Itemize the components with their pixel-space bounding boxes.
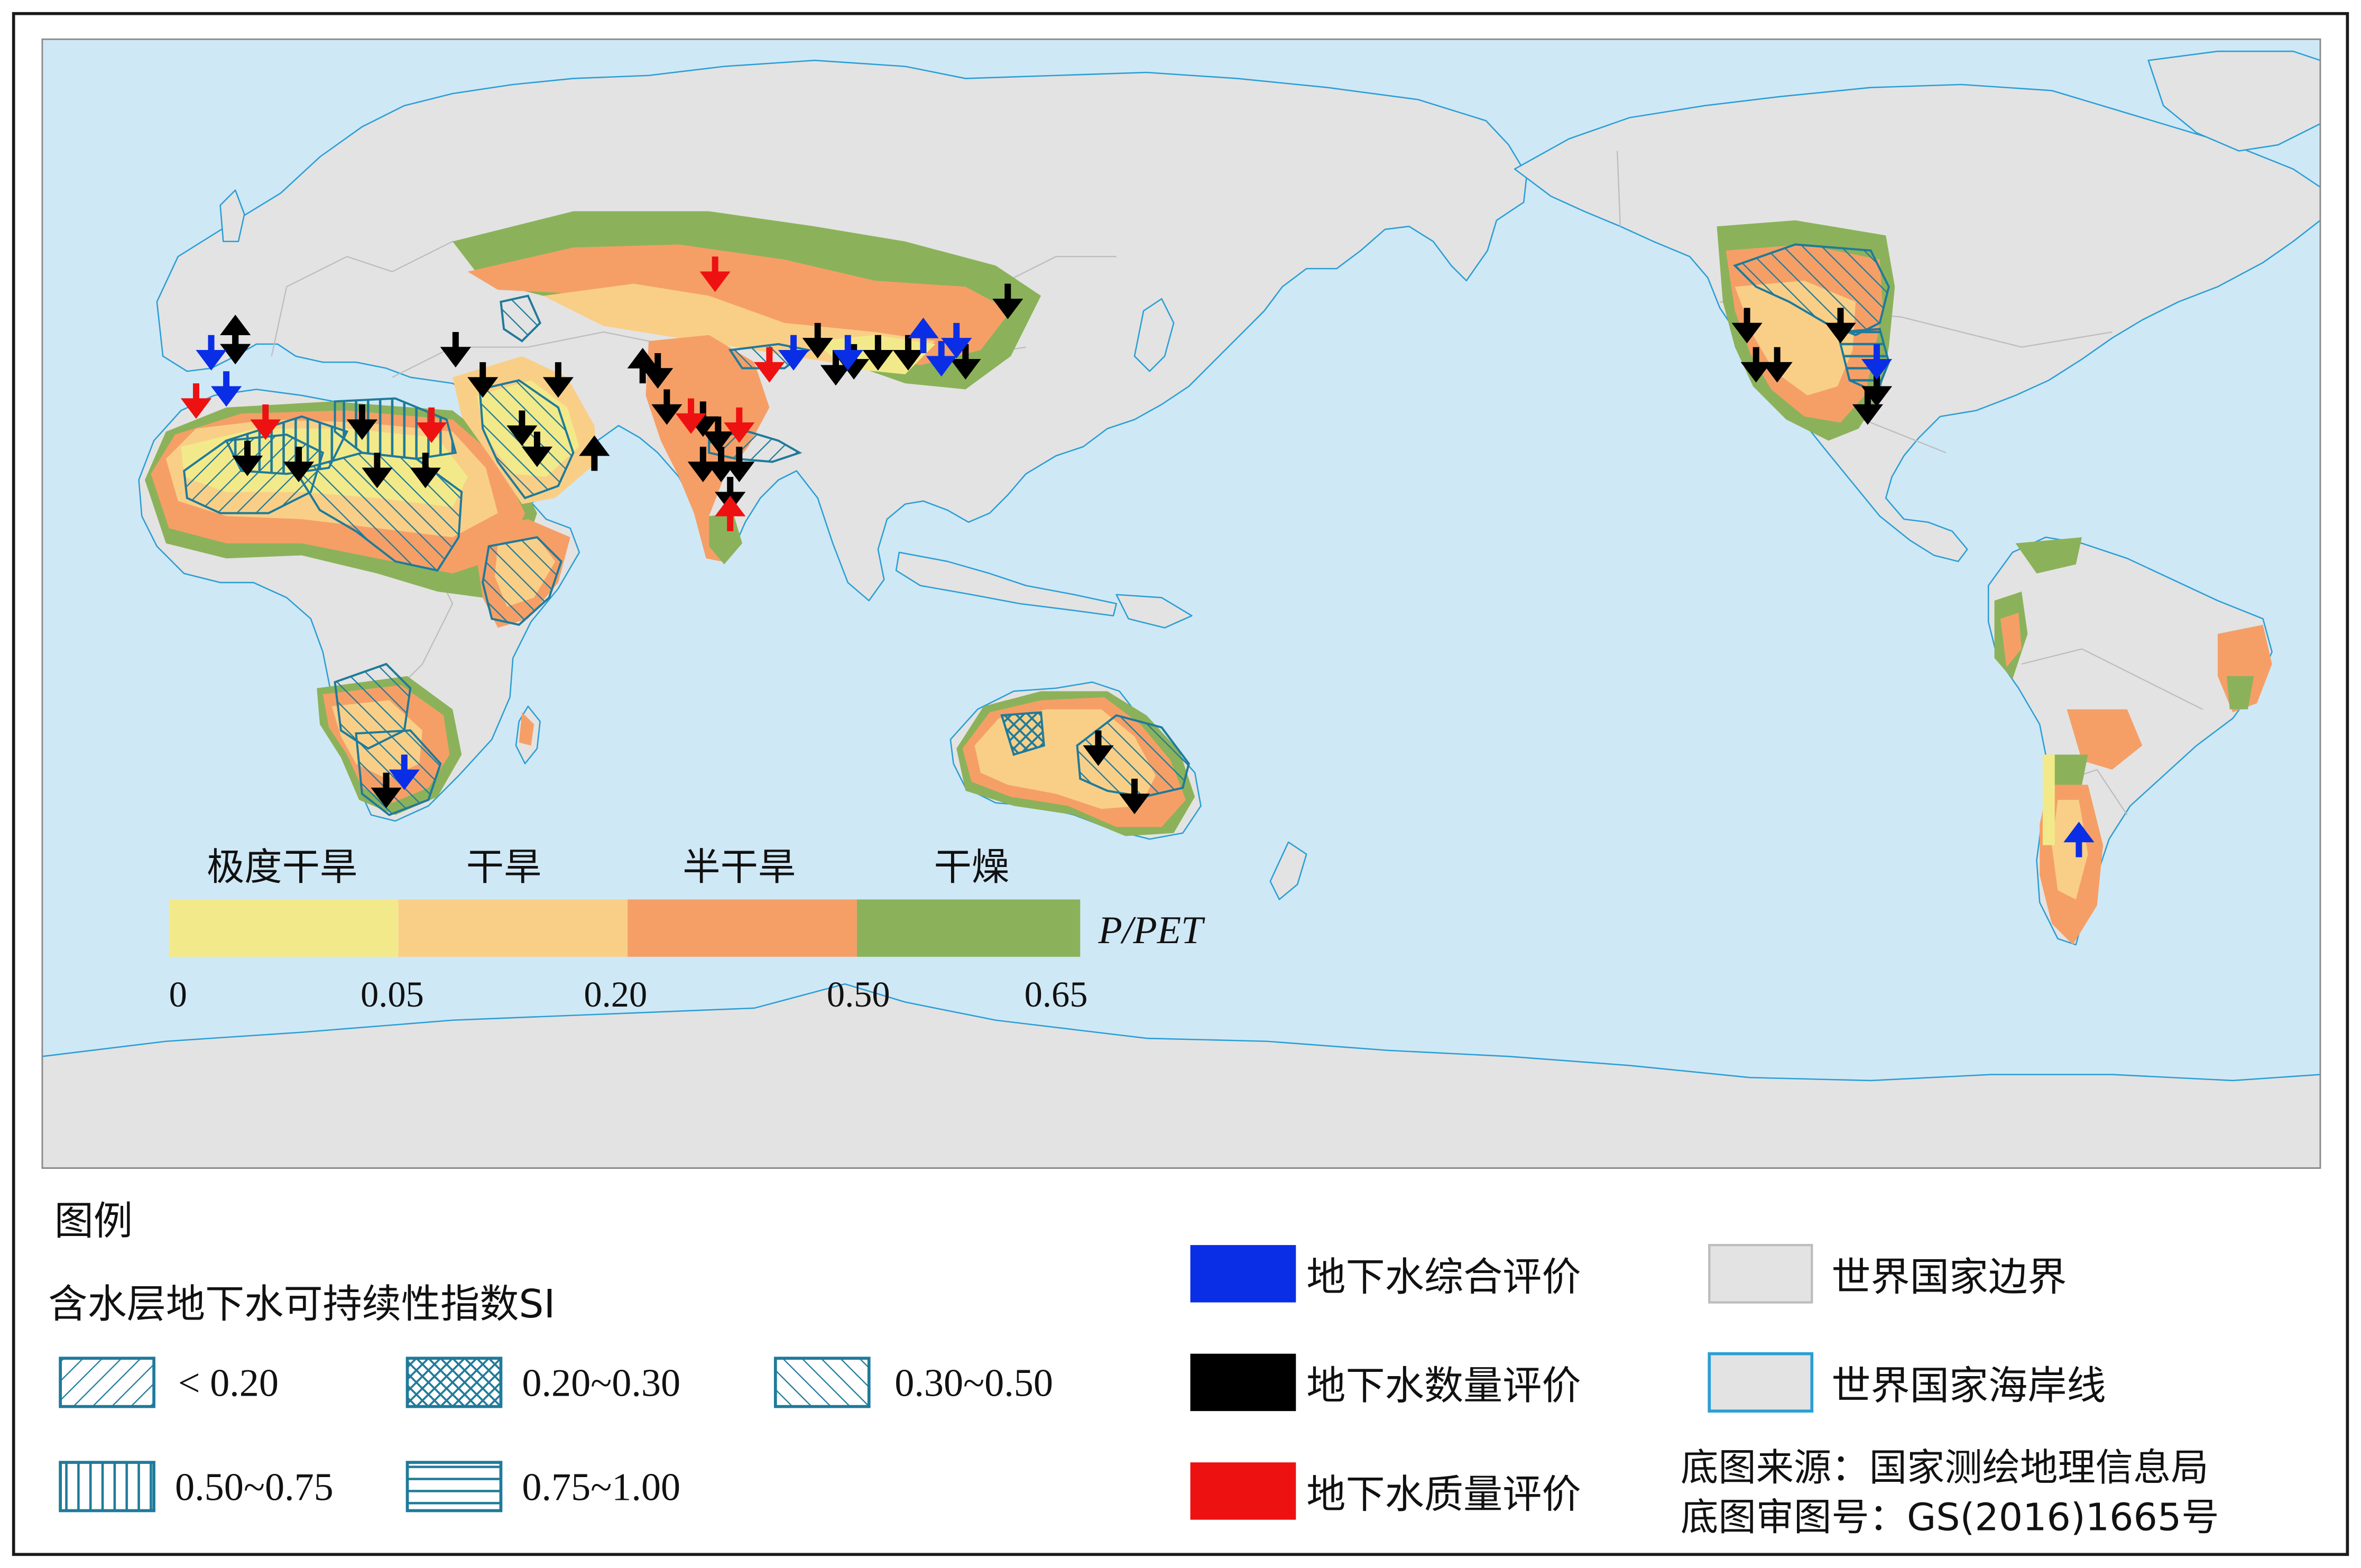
new-guinea — [1115, 594, 1193, 629]
si-swatch — [405, 1461, 503, 1512]
semi-arid-swatch — [628, 899, 857, 957]
hyper-arid-swatch — [169, 899, 399, 957]
dry-subhumid-swatch — [856, 899, 1081, 957]
si-class-label: 0.30~0.50 — [894, 1362, 1053, 1405]
evaluation-label: 地下水质量评价 — [1306, 1472, 1581, 1517]
evaluation-label: 地下水综合评价 — [1306, 1255, 1581, 1300]
si-title: 含水层地下水可持续性指数SI — [48, 1281, 555, 1327]
arid-label: 干旱 — [466, 845, 542, 889]
quality-arrows — [180, 256, 785, 531]
tick-label: 0 — [169, 974, 187, 1014]
tick-label: 0.50 — [827, 974, 890, 1014]
coast-swatch — [1708, 1352, 1814, 1413]
index-label: P/PET — [1098, 909, 1205, 952]
quality-swatch — [1190, 1462, 1296, 1520]
border-swatch — [1708, 1243, 1813, 1304]
tick-label: 0.65 — [1025, 974, 1088, 1014]
si-class-label: 0.75~1.00 — [522, 1466, 680, 1509]
hyper-arid-label: 极度干旱 — [207, 845, 357, 889]
legend: 图例 含水层地下水可持续性指数SI < 0.20 0.20~0.30 0.30~… — [48, 1198, 2219, 1539]
semi-arid-label: 半干旱 — [683, 845, 796, 889]
tick-label: 0.20 — [584, 974, 647, 1014]
si-class-label: < 0.20 — [178, 1362, 279, 1405]
si-class-label: 0.20~0.30 — [522, 1362, 680, 1405]
world-map: 极度干旱 干旱 半干旱 干燥 P/PET 0 0.05 0.20 0.50 0.… — [42, 39, 2320, 1168]
greenland — [2147, 50, 2320, 152]
si-swatch — [59, 1357, 155, 1408]
evaluation-label: 地下水数量评价 — [1306, 1363, 1581, 1408]
map-review-number: 底图审图号：GS(2016)1665号 — [1681, 1496, 2219, 1539]
antarctica-landmass — [42, 983, 2320, 1168]
comprehensive-arrows — [196, 317, 2095, 857]
boundary-label: 世界国家海岸线 — [1831, 1363, 2106, 1408]
map-frame — [41, 38, 2321, 1169]
si-swatch — [59, 1461, 155, 1512]
map-source: 底图来源：国家测绘地理信息局 — [1681, 1445, 2209, 1489]
evaluation-arrows — [180, 256, 2095, 857]
quantity-swatch — [1190, 1353, 1296, 1412]
aridity-index-bar: 极度干旱 干旱 半干旱 干燥 P/PET 0 0.05 0.20 0.50 0.… — [169, 845, 1205, 1014]
si-swatch — [773, 1357, 871, 1408]
boundary-label: 世界国家边界 — [1831, 1255, 2067, 1300]
si-swatch — [405, 1357, 503, 1408]
legend-title: 图例 — [54, 1198, 133, 1244]
dry-subhumid-label: 干燥 — [934, 845, 1009, 889]
tick-label: 0.05 — [361, 974, 424, 1014]
japan — [1133, 298, 1175, 372]
indonesia — [895, 551, 1118, 617]
great-britain — [219, 189, 245, 243]
quantity-arrows — [220, 283, 1893, 815]
new-zealand — [1269, 841, 1307, 900]
si-class-label: 0.50~0.75 — [175, 1466, 334, 1509]
arid-swatch — [398, 899, 628, 957]
comprehensive-swatch — [1190, 1245, 1296, 1303]
